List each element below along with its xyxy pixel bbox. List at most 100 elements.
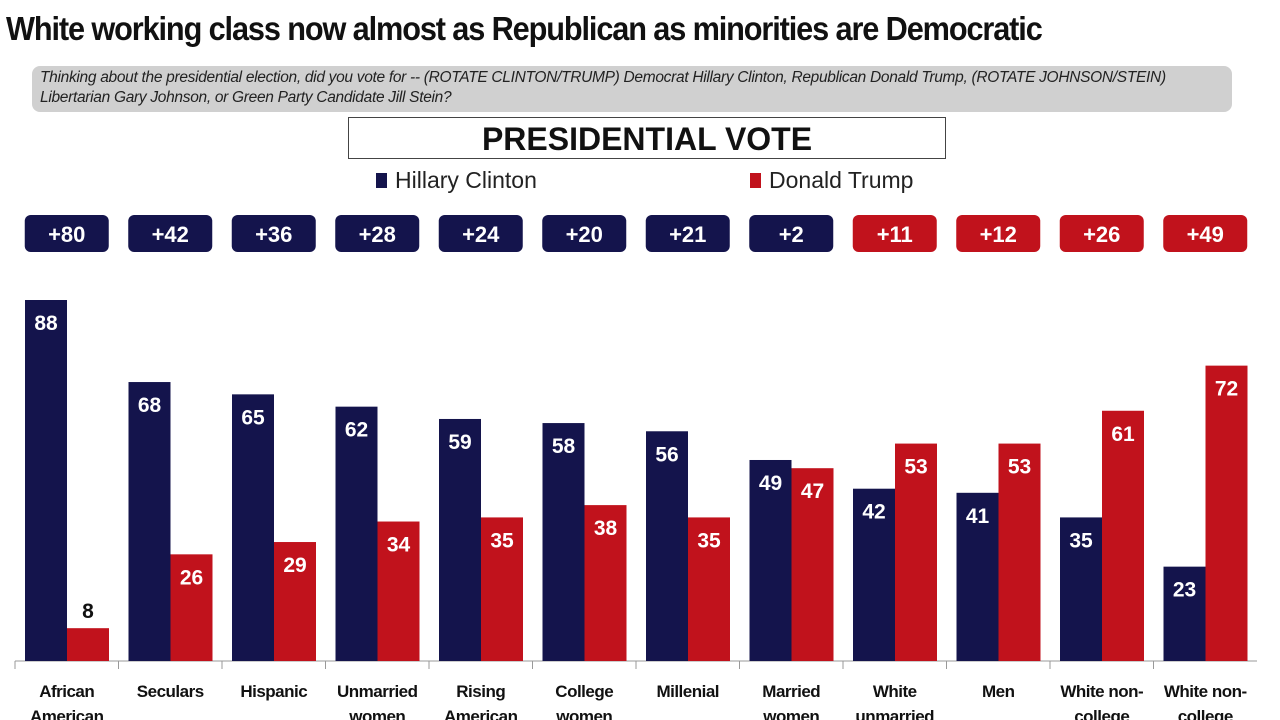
margin-label: +26 [1083, 222, 1120, 247]
data-label: 61 [1111, 423, 1135, 446]
data-label: 47 [801, 480, 824, 503]
data-label: 58 [552, 435, 576, 458]
bar-clinton [1163, 566, 1206, 661]
data-label: 72 [1215, 378, 1238, 401]
data-label: 8 [82, 600, 94, 623]
category-label: women [555, 707, 612, 720]
bar-trump [377, 521, 420, 661]
data-label: 62 [345, 419, 368, 442]
margin-badge [1163, 215, 1248, 252]
category-label: Hispanic [240, 682, 307, 701]
category-label: Rising [456, 682, 505, 701]
margin-badge [24, 215, 109, 252]
legend-trump: Donald Trump [750, 167, 913, 194]
data-label: 29 [283, 554, 306, 577]
legend-swatch-trump [750, 173, 761, 188]
data-label: 38 [594, 517, 618, 540]
data-label: 26 [180, 566, 203, 589]
legend-clinton: Hillary Clinton [376, 167, 537, 194]
margin-label: +12 [980, 222, 1017, 247]
data-label: 35 [697, 529, 721, 552]
margin-label: +42 [152, 222, 189, 247]
category-label: Unmarried [337, 682, 418, 701]
category-label: college [1178, 707, 1233, 720]
category-label: College [555, 682, 613, 701]
survey-question: Thinking about the presidential election… [32, 66, 1232, 112]
margin-badge [542, 215, 627, 252]
margin-label: +36 [255, 222, 292, 247]
margin-badge [438, 215, 523, 252]
chart-title: PRESIDENTIAL VOTE [348, 117, 946, 159]
category-label: Men [982, 682, 1015, 701]
data-label: 65 [241, 406, 265, 429]
category-label: White non- [1060, 682, 1143, 701]
bar-trump [998, 443, 1041, 661]
bar-clinton [232, 394, 274, 661]
legend-label-trump: Donald Trump [769, 167, 914, 193]
legend-label-clinton: Hillary Clinton [395, 167, 537, 193]
data-label: 53 [1008, 456, 1031, 479]
margin-label: +11 [877, 222, 913, 247]
margin-badge [645, 215, 730, 252]
bar-clinton [956, 492, 999, 661]
bar-clinton [542, 423, 585, 661]
category-label: African [39, 682, 94, 701]
margin-label: +24 [462, 222, 500, 247]
data-label: 53 [904, 456, 927, 479]
category-label: college [1074, 707, 1129, 720]
data-label: 35 [490, 529, 514, 552]
category-label: unmarried [855, 707, 934, 720]
margin-badge [749, 215, 834, 252]
margin-label: +21 [669, 222, 706, 247]
margin-label: +2 [779, 222, 804, 247]
category-label: American [30, 707, 104, 720]
margin-label: +28 [359, 222, 396, 247]
data-label: 49 [759, 472, 782, 495]
bar-trump [481, 517, 523, 661]
bar-trump [584, 505, 627, 661]
margin-badge [1059, 215, 1144, 252]
data-label: 56 [655, 443, 678, 466]
bar-clinton [1060, 517, 1102, 661]
bar-trump [791, 468, 834, 661]
data-label: 88 [34, 312, 58, 335]
bar-trump [67, 628, 109, 661]
bar-trump [688, 517, 730, 661]
margin-badge [335, 215, 420, 252]
data-label: 35 [1069, 529, 1093, 552]
margin-badge [128, 215, 213, 252]
data-label: 42 [862, 501, 885, 524]
margin-badge [852, 215, 937, 252]
category-label: White non- [1164, 682, 1247, 701]
margin-label: +80 [48, 222, 85, 247]
bar-clinton [853, 488, 895, 661]
category-label: women [762, 707, 819, 720]
category-label: American [444, 707, 518, 720]
legend-swatch-clinton [376, 173, 387, 188]
bar-clinton [749, 459, 792, 661]
category-label: Seculars [137, 682, 204, 701]
bar-trump [1102, 410, 1144, 661]
margin-badge [231, 215, 316, 252]
data-label: 41 [966, 505, 990, 528]
data-label: 23 [1173, 579, 1196, 602]
bar-clinton [439, 418, 481, 661]
bar-clinton [128, 382, 171, 661]
data-label: 68 [138, 394, 162, 417]
headline: White working class now almost as Republ… [6, 10, 1043, 47]
bar-trump [170, 554, 213, 661]
bar-clinton [25, 300, 67, 661]
margin-label: +20 [566, 222, 603, 247]
margin-badge [956, 215, 1041, 252]
category-label: White [873, 682, 917, 701]
margin-label: +49 [1187, 222, 1224, 247]
category-label: Millenial [656, 682, 719, 701]
bar-clinton [646, 431, 688, 661]
bar-trump [895, 443, 937, 661]
data-label: 34 [387, 534, 411, 557]
category-label: women [348, 707, 405, 720]
bar-trump [1205, 365, 1248, 661]
bar-trump [274, 542, 316, 661]
category-label: Married [762, 682, 820, 701]
